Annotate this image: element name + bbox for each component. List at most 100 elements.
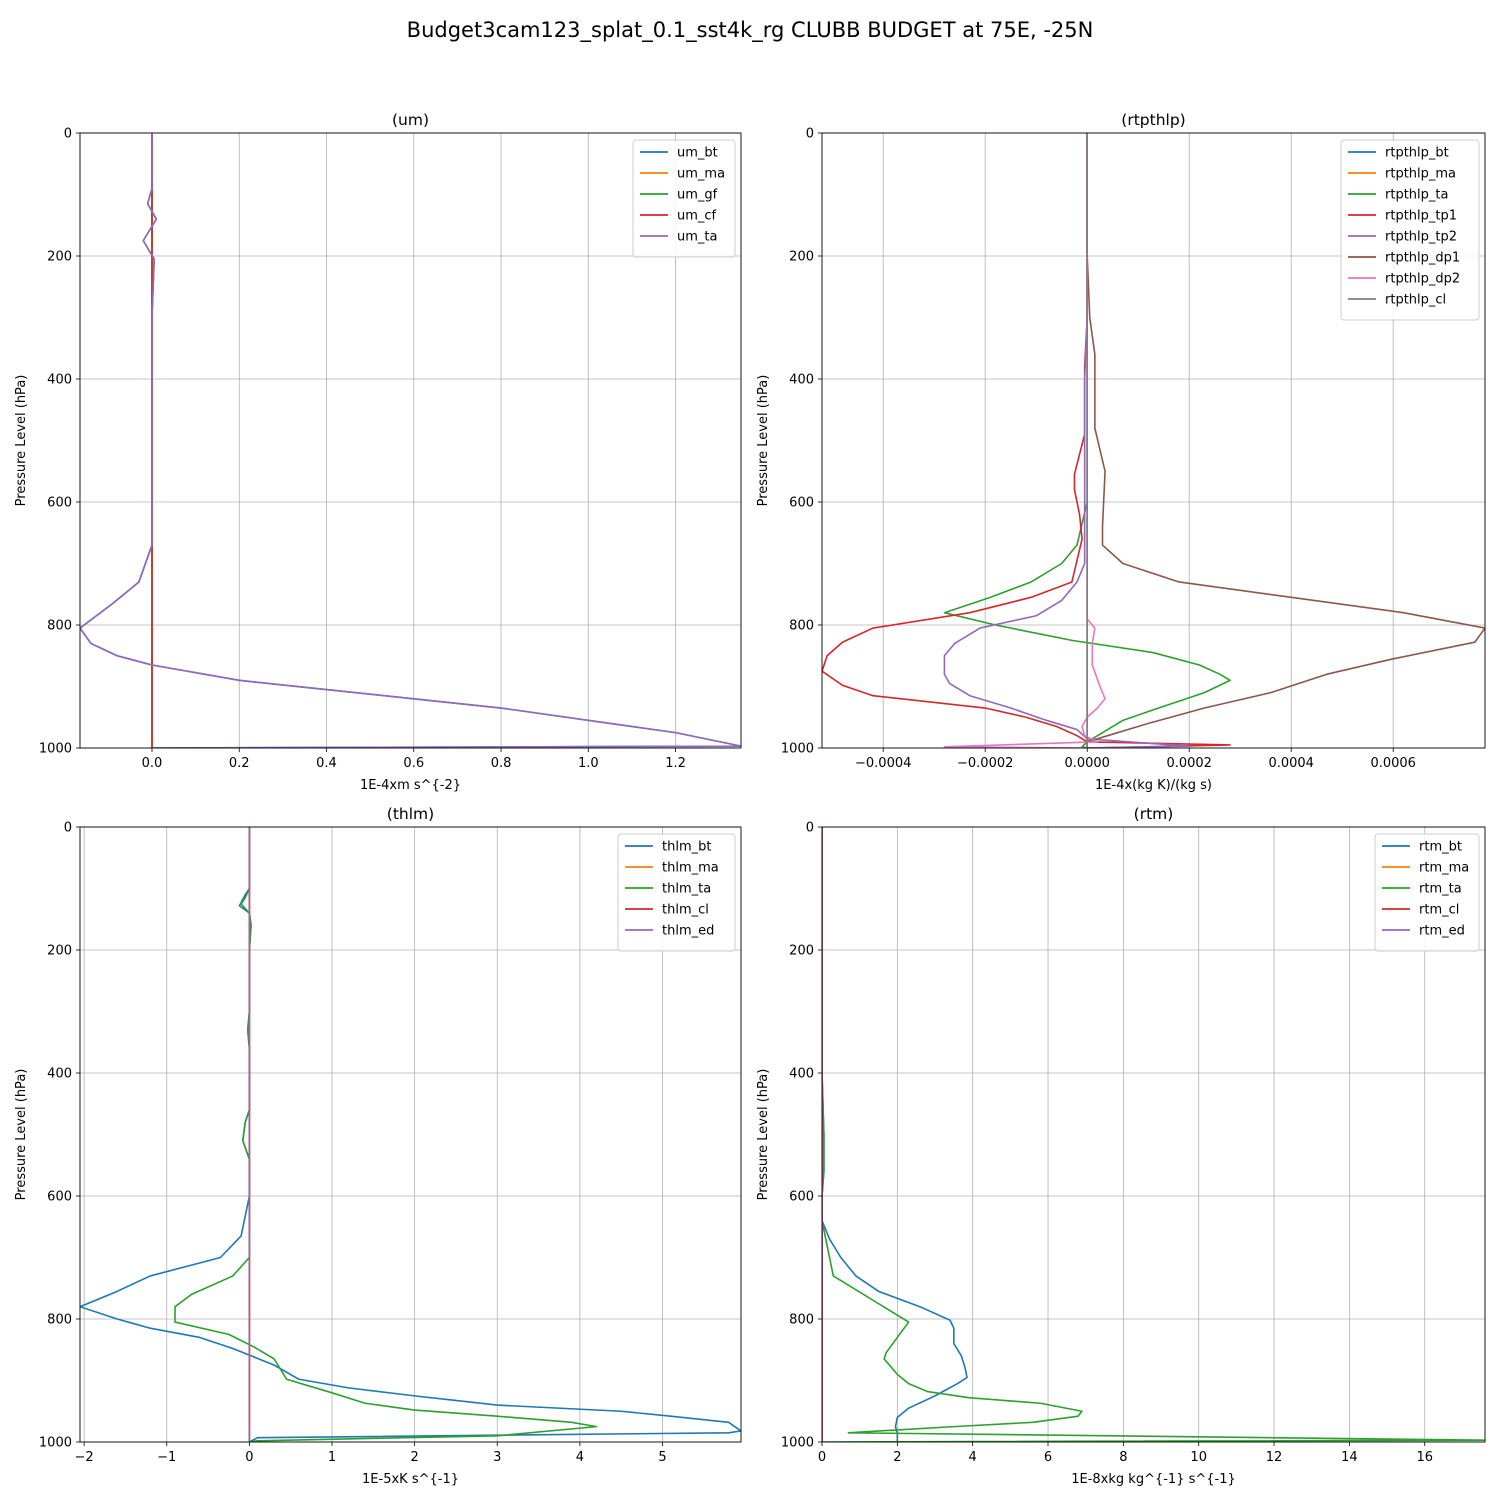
y-tick-label: 0 — [64, 127, 72, 142]
panel-title: (thlm) — [387, 805, 434, 823]
x-tick-label: −2 — [75, 1450, 94, 1465]
legend: um_bt um_ma um_gf um_cf um_ta — [632, 139, 736, 258]
panels: 0.0 0.2 0.4 0.6 0.8 1.0 1.202004006008001000(u… — [14, 111, 1486, 1487]
y-tick-label: 800 — [47, 619, 72, 634]
y-tick-label: 800 — [789, 1313, 814, 1328]
x-tick-label: 0.0002 — [1166, 756, 1212, 771]
legend-label: thlm_bt — [662, 840, 711, 855]
legend-label: thlm_ed — [662, 924, 714, 939]
legend-box — [617, 833, 736, 952]
legend-label: rtm_bt — [1419, 840, 1462, 855]
x-tick-label: −0.0004 — [855, 756, 911, 771]
panel-title: (rtpthlp) — [1121, 111, 1185, 129]
y-tick-label: 600 — [47, 496, 72, 511]
series-line-rtpthlp_tp2 — [943, 133, 1190, 748]
x-tick-label: 1.2 — [665, 756, 686, 771]
legend-label: rtm_ed — [1419, 924, 1465, 939]
y-tick-label: 600 — [47, 1190, 72, 1205]
x-axis-label: 1E-5xK s^{-1} — [362, 1472, 459, 1487]
y-tick-label: 0 — [806, 821, 814, 836]
x-axis-label: 1E-4xm s^{-2} — [360, 778, 461, 793]
legend-label: rtpthlp_cl — [1385, 293, 1446, 308]
x-axis-label: 1E-8xkg kg^{-1} s^{-1} — [1071, 1472, 1236, 1487]
legend-label: rtpthlp_tp1 — [1385, 209, 1457, 224]
x-tick-label: −1 — [157, 1450, 176, 1465]
x-tick-label: 6 — [1044, 1450, 1052, 1465]
x-tick-label: 2 — [410, 1450, 418, 1465]
series-line-thlm_ta — [174, 827, 598, 1442]
x-tick-label: 0.0000 — [1064, 756, 1110, 771]
legend: rtm_bt rtm_ma rtm_ta rtm_cl rtm_ed — [1374, 833, 1480, 952]
legend-label: um_cf — [677, 209, 717, 224]
x-tick-label: 0.0004 — [1268, 756, 1314, 771]
legend-label: rtm_cl — [1419, 903, 1459, 918]
y-tick-label: 600 — [789, 496, 814, 511]
x-tick-label: 1.0 — [578, 756, 599, 771]
x-tick-label: 0.0006 — [1370, 756, 1416, 771]
series-line-rtpthlp_dp2 — [943, 133, 1106, 748]
x-tick-label: 0.0 — [142, 756, 163, 771]
chart-panel-0: 0.0 0.2 0.4 0.6 0.8 1.0 1.2 0 200 400 600 800 1000 (u… — [14, 111, 742, 793]
y-tick-label: 800 — [789, 619, 814, 634]
chart-panel-1: −0.0004 −0.0002 0.0000 0.0002 0.0004 0.0006 0 2… — [756, 111, 1486, 793]
legend-box — [1374, 833, 1480, 952]
figure-title: Budget3cam123_splat_0.1_sst4k_rg CLUBB B… — [407, 18, 1094, 43]
series-line-um_ta — [80, 133, 741, 748]
axes-frame — [821, 826, 1486, 1443]
y-tick-label: 200 — [789, 944, 814, 959]
x-tick-label: 2 — [893, 1450, 901, 1465]
grid: 0 2 4 6 8 10 12 14 16 0 200 400 600 800 1000 — [781, 821, 1485, 1465]
panel-title: (um) — [392, 111, 429, 129]
chart-panel-3: 0 2 4 6 8 10 12 14 16 0 200 400 600 800 1000 (rtm) 1E-8x… — [756, 805, 1486, 1487]
legend-box — [632, 139, 736, 258]
y-tick-label: 600 — [789, 1190, 814, 1205]
x-tick-label: 0.2 — [229, 756, 250, 771]
x-axis-label: 1E-4x(kg K)/(kg s) — [1095, 778, 1212, 793]
series-group — [822, 133, 1485, 748]
y-tick-label: 400 — [47, 1067, 72, 1082]
legend-label: thlm_ta — [662, 882, 711, 897]
x-tick-label: 12 — [1266, 1450, 1283, 1465]
x-tick-label: −0.0002 — [957, 756, 1013, 771]
x-tick-label: 0.4 — [316, 756, 337, 771]
series-line-rtm_ta — [822, 827, 1485, 1442]
x-tick-label: 0.6 — [403, 756, 424, 771]
axes-frame — [821, 132, 1486, 749]
x-tick-label: 14 — [1341, 1450, 1358, 1465]
y-tick-label: 1000 — [781, 1436, 814, 1451]
series-line-rtpthlp_tp1 — [822, 133, 1231, 748]
y-tick-label: 400 — [47, 373, 72, 388]
legend-label: um_ma — [677, 167, 725, 182]
y-tick-label: 0 — [806, 127, 814, 142]
legend: thlm_bt thlm_ma thlm_ta thlm_cl thlm_ed — [617, 833, 736, 952]
legend-label: um_ta — [677, 230, 717, 245]
chart-panel-2: −2 −1 0 1 2 3 4 5 0 200 400 600 800 1000 (thlm) 1E-5xK … — [14, 805, 742, 1487]
legend-label: thlm_ma — [662, 861, 719, 876]
x-tick-label: 0.8 — [491, 756, 512, 771]
y-tick-label: 0 — [64, 821, 72, 836]
legend-label: rtm_ta — [1419, 882, 1462, 897]
y-tick-label: 800 — [47, 1313, 72, 1328]
legend-label: rtm_ma — [1419, 861, 1469, 876]
y-tick-label: 200 — [789, 250, 814, 265]
legend-label: rtpthlp_ta — [1385, 188, 1448, 203]
y-axis-label: Pressure Level (hPa) — [756, 1069, 771, 1201]
series-line-rtpthlp_ta — [943, 133, 1231, 748]
legend-label: rtpthlp_ma — [1385, 167, 1456, 182]
legend-label: rtpthlp_tp2 — [1385, 230, 1457, 245]
legend-box — [1340, 139, 1480, 321]
y-tick-label: 400 — [789, 373, 814, 388]
series-line-rtpthlp_dp1 — [1086, 133, 1485, 748]
x-tick-label: 0 — [245, 1450, 253, 1465]
x-tick-label: 0 — [818, 1450, 826, 1465]
x-tick-label: 10 — [1190, 1450, 1207, 1465]
legend: rtpthlp_bt rtpthlp_ma rtpthlp_ta rtpthlp_tp… — [1340, 139, 1480, 321]
y-axis-label: Pressure Level (hPa) — [14, 1069, 29, 1201]
x-tick-label: 1 — [328, 1450, 336, 1465]
legend-label: um_bt — [677, 146, 718, 161]
y-tick-label: 400 — [789, 1067, 814, 1082]
legend-label: rtpthlp_dp2 — [1385, 272, 1460, 287]
x-tick-label: 4 — [576, 1450, 584, 1465]
axes-frame — [79, 826, 742, 1443]
